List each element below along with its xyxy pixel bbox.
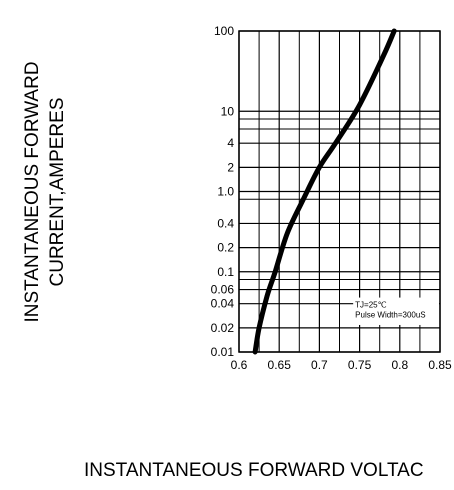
plot-frame — [238, 30, 441, 353]
y-tick-label: 0.1 — [217, 265, 234, 279]
y-tick-label: 1.0 — [217, 185, 234, 199]
y-tick-label: 0.06 — [211, 283, 235, 297]
annotation-temperature: TJ=25℃ — [355, 301, 386, 310]
x-tick-label: 0.65 — [268, 358, 292, 372]
x-tick-label: 0.75 — [348, 358, 372, 372]
x-tick-label: 0.85 — [428, 358, 452, 372]
x-tick-label: 0.8 — [391, 358, 408, 372]
annotation-pulse-width: Pulse Width=300uS — [355, 311, 426, 320]
y-tick-label: 2 — [227, 160, 234, 174]
y-tick-label: 100 — [214, 24, 234, 38]
annotation-box: TJ=25℃ Pulse Width=300uS — [353, 297, 439, 325]
y-tick-label: 0.01 — [211, 345, 235, 359]
series-curve — [252, 28, 397, 355]
annotation-background — [353, 297, 439, 325]
series-layer — [252, 28, 397, 355]
tick-labels: 0.6 0.65 0.7 0.75 0.8 0.85 0.01 0.02 0.040.06 0.1… — [211, 24, 452, 372]
y-tick-label: 10 — [221, 104, 235, 118]
y-tick-label: 4 — [227, 136, 234, 150]
x-tick-label: 0.6 — [231, 358, 248, 372]
y-tick-label: 0.04 — [211, 297, 235, 311]
y-axis-label-line-2: CURRENT,AMPERES — [47, 98, 68, 287]
y-tick-label: 0.4 — [217, 216, 234, 230]
y-tick-label: 0.02 — [211, 321, 235, 335]
x-tick-label: 0.7 — [311, 358, 328, 372]
x-axis-label: INSTANTANEOUS FORWARD VOLTAC — [84, 460, 424, 481]
y-tick-label: 0.2 — [217, 241, 234, 255]
y-axis-label-line-1: INSTANTANEOUS FORWARD — [22, 61, 43, 322]
